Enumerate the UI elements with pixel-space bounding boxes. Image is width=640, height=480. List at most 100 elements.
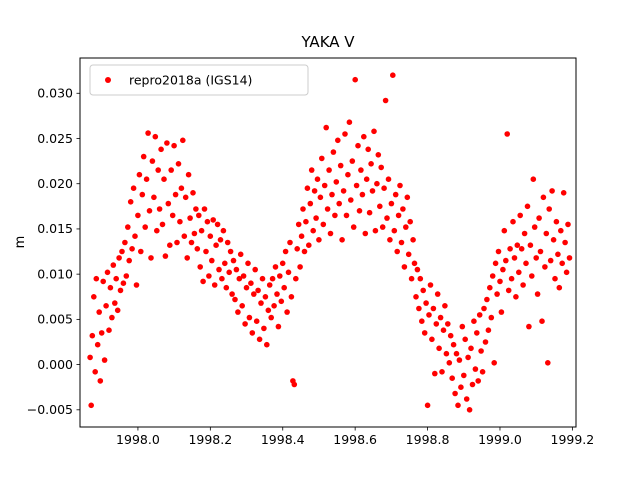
data-point — [388, 200, 395, 207]
data-point — [505, 287, 512, 294]
data-point — [398, 239, 405, 246]
data-point — [127, 199, 134, 205]
data-point — [298, 233, 305, 239]
data-point — [372, 227, 379, 234]
data-point — [155, 167, 161, 173]
data-point — [417, 275, 424, 282]
data-point — [497, 278, 503, 285]
data-point — [301, 248, 308, 255]
data-point — [268, 314, 275, 321]
data-point — [392, 191, 399, 198]
data-point — [240, 273, 247, 279]
data-point — [524, 203, 531, 210]
data-point — [410, 237, 416, 243]
data-point — [523, 260, 529, 267]
data-point — [239, 303, 245, 309]
data-point — [136, 171, 143, 178]
data-point — [390, 72, 396, 78]
data-point — [245, 260, 251, 267]
data-point — [307, 200, 314, 207]
data-point — [324, 206, 331, 212]
data-point — [249, 330, 256, 336]
data-point — [130, 185, 137, 191]
data-point — [423, 300, 429, 306]
axes-spines — [79, 57, 577, 428]
data-point — [375, 152, 382, 158]
data-point — [471, 318, 477, 325]
data-point — [326, 167, 332, 173]
data-point — [162, 253, 169, 259]
data-point — [549, 188, 555, 194]
data-point — [377, 203, 383, 210]
data-point — [285, 269, 292, 276]
data-point — [316, 237, 322, 243]
data-point — [440, 327, 447, 334]
data-point — [175, 161, 182, 167]
data-point — [219, 275, 225, 282]
data-point — [350, 224, 357, 230]
data-point — [148, 255, 154, 261]
data-point — [437, 314, 444, 321]
data-point — [411, 260, 418, 267]
data-point — [500, 266, 506, 273]
data-point — [472, 366, 479, 372]
data-point — [161, 176, 167, 182]
data-point — [104, 269, 111, 276]
data-point — [413, 294, 419, 300]
data-point — [462, 336, 469, 343]
data-point — [321, 182, 328, 189]
data-point — [169, 212, 176, 219]
data-point — [253, 318, 260, 325]
data-point — [552, 275, 558, 282]
data-point — [508, 275, 515, 282]
legend-label: repro2018a (IGS14) — [129, 73, 252, 88]
data-point — [256, 336, 263, 343]
data-point — [185, 171, 192, 178]
data-point — [394, 248, 401, 255]
data-point — [135, 212, 141, 219]
data-point — [87, 354, 93, 361]
data-point — [485, 327, 492, 334]
y-axis-label: m — [13, 236, 28, 249]
data-point — [140, 153, 147, 160]
data-point — [365, 146, 372, 153]
data-point — [433, 321, 440, 327]
data-point — [414, 266, 421, 273]
legend-marker-icon — [105, 77, 111, 83]
data-point — [352, 76, 359, 83]
data-point — [281, 284, 288, 291]
data-point — [191, 230, 198, 237]
data-point — [482, 339, 489, 345]
x-tick-label: 1998.8 — [406, 432, 450, 447]
data-point — [274, 291, 280, 297]
data-point — [320, 221, 327, 228]
data-point — [518, 246, 525, 252]
data-point — [353, 182, 360, 189]
data-point — [261, 325, 267, 332]
data-point — [405, 251, 412, 258]
data-point — [101, 357, 108, 363]
data-point — [171, 142, 177, 149]
data-point — [335, 137, 341, 144]
data-point — [368, 161, 374, 167]
data-point — [342, 131, 348, 137]
data-point — [391, 227, 398, 234]
data-point — [269, 275, 276, 282]
data-point — [106, 327, 112, 334]
y-tick-label: 0.000 — [37, 357, 73, 372]
data-point — [356, 208, 363, 214]
data-point — [232, 296, 238, 303]
data-point — [332, 212, 338, 219]
axes-background — [80, 58, 576, 427]
data-point — [397, 182, 403, 189]
data-point — [251, 291, 257, 297]
data-point — [181, 233, 188, 239]
data-point — [553, 218, 560, 225]
data-point — [258, 300, 264, 306]
data-point — [476, 312, 483, 318]
data-point — [514, 242, 521, 248]
data-point — [400, 206, 406, 212]
data-point — [89, 332, 96, 339]
